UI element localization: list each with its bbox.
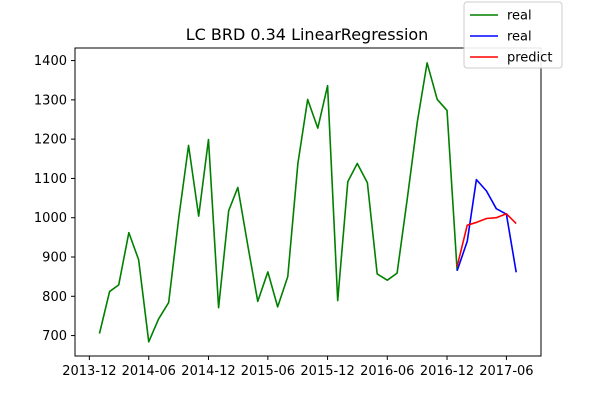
x-tick-label: 2014-06 [122,364,176,379]
x-tick-label: 2013-12 [62,364,116,379]
y-tick-label: 700 [42,329,67,344]
legend-label: real [507,9,532,24]
y-axis: 700 800 900 1000 1100 1200 1300 1400 [34,54,75,344]
y-tick-label: 900 [42,251,67,266]
chart-title: LC BRD 0.34 LinearRegression [186,25,429,44]
series-line-real-1 [456,178,517,273]
legend-label: real [507,30,532,45]
legend-box [463,1,563,69]
x-tick-label: 2017-06 [479,364,533,379]
series-line-predict-2 [456,212,517,267]
x-tick-label: 2016-06 [360,364,414,379]
y-tick-label: 1300 [34,93,67,108]
series-layer [98,62,517,343]
series-line-real-0 [98,62,458,343]
x-axis: 2013-12 2014-06 2014-12 2015-06 2015-12 2016-… [62,356,534,379]
y-tick-label: 1200 [34,133,67,148]
x-tick-label: 2016-12 [420,364,474,379]
x-tick-label: 2015-06 [241,364,295,379]
legend-label: predict [507,51,552,66]
y-tick-label: 1100 [34,172,67,187]
y-tick-label: 1400 [34,54,67,69]
plot-frame [74,47,542,357]
y-tick-label: 800 [42,290,67,305]
x-tick-label: 2014-12 [181,364,235,379]
x-tick-label: 2015-12 [300,364,354,379]
legend: real real predict [463,1,563,69]
y-tick-label: 1000 [34,211,67,226]
